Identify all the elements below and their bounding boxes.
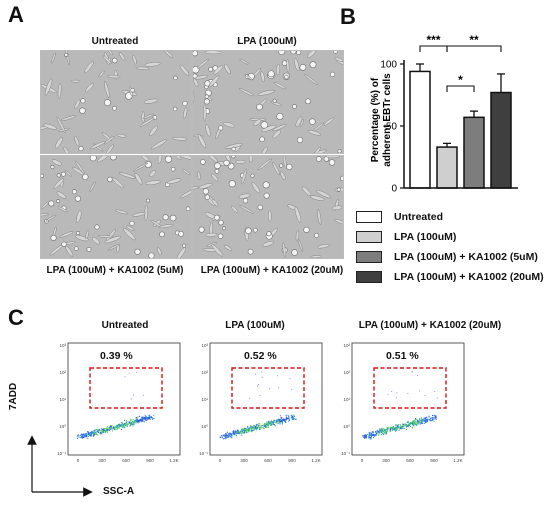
- micro-title-ka1002-5: LPA (100uM) + KA1002 (5uM): [46, 265, 184, 276]
- legend-label-ka1002-20: LPA (100uM) + KA1002 (20uM): [394, 271, 544, 283]
- y-axis-label-line1: Percentage (%) of: [370, 77, 381, 162]
- x-arrow-label: SSC-A: [103, 486, 135, 497]
- y-tick-label: 10⁰: [59, 424, 66, 429]
- x-tick-label: 300: [240, 458, 248, 463]
- micro-title-untreated: Untreated: [91, 36, 139, 47]
- legend-swatch-ka1002-5: [356, 251, 382, 263]
- sig-bracket-1: [446, 45, 502, 52]
- x-tick-label: 600: [122, 458, 130, 463]
- flow-plot-lpa: 10³ 10² 10¹ 10⁰ 10⁻¹ 0 300 600 900 1.2K: [199, 342, 323, 463]
- legend-item-ka1002-5: LPA (100uM) + KA1002 (5uM): [356, 250, 538, 264]
- y-tick-label: 10¹: [59, 397, 66, 402]
- panel-a-letter: A: [8, 2, 24, 27]
- y-arrow-label: 7ADD: [8, 382, 19, 410]
- flow-title-untreated: Untreated: [101, 320, 149, 331]
- micro-image-ka1002-5: [40, 155, 192, 259]
- y-tick-label: 10⁰: [343, 424, 350, 429]
- flow-percent-lpa: 0.52 %: [244, 350, 277, 362]
- x-tick-label: 900: [288, 458, 296, 463]
- gate-box: [373, 367, 447, 409]
- y-tick-label: 10¹: [343, 397, 350, 402]
- y-tick-label: 10⁰: [201, 424, 208, 429]
- gate-box: [89, 367, 163, 409]
- flow-percent-ka1002-20: 0.51 %: [386, 350, 419, 362]
- x-tick-label: 1.2K: [311, 458, 320, 463]
- y-tick-label-0: 0: [391, 184, 397, 195]
- micro-title-lpa: LPA (100uM): [237, 36, 297, 47]
- legend-item-untreated: Untreated: [356, 210, 443, 224]
- x-tick-label: 300: [382, 458, 390, 463]
- legend-swatch-untreated: [356, 211, 382, 223]
- legend-swatch-ka1002-20: [356, 271, 382, 283]
- micro-image-untreated: [40, 50, 192, 154]
- sig-bracket-2: [446, 85, 475, 92]
- bar-chart: Percentage (%) of adherent EBTr cells 0 5…: [370, 33, 518, 195]
- y-tick-label: 10⁻¹: [57, 451, 66, 456]
- legend-label-ka1002-5: LPA (100uM) + KA1002 (5uM): [394, 251, 538, 263]
- bar-1: [436, 146, 458, 189]
- y-tick-label: 10³: [343, 343, 350, 348]
- bar-2: [463, 116, 485, 189]
- bar-3: [490, 91, 512, 189]
- legend-label-lpa: LPA (100uM): [394, 231, 457, 243]
- x-tick-label: 600: [264, 458, 272, 463]
- y-tick-label: 10³: [201, 343, 208, 348]
- legend-item-ka1002-20: LPA (100uM) + KA1002 (20uM): [356, 270, 544, 284]
- flow-plot-ka1002-20: 10³ 10² 10¹ 10⁰ 10⁻¹ 0 300 600 900 1.2K: [341, 342, 465, 463]
- panel-c-letter: C: [8, 305, 24, 330]
- y-tick-label: 10²: [201, 370, 208, 375]
- legend-item-lpa: LPA (100uM): [356, 230, 456, 244]
- x-tick-label: 0: [219, 458, 222, 463]
- legend: Untreated LPA (100uM) LPA (100uM) + KA10…: [356, 210, 546, 290]
- x-tick-label: 1.2K: [453, 458, 462, 463]
- x-tick-label: 900: [146, 458, 154, 463]
- legend-swatch-lpa: [356, 231, 382, 243]
- y-tick-label-2: 100: [380, 60, 397, 71]
- y-tick-label: 10²: [343, 370, 350, 375]
- y-tick-label-1: 50: [386, 122, 398, 133]
- flow-percent-untreated: 0.39 %: [100, 350, 133, 362]
- y-tick-label: 10¹: [201, 397, 208, 402]
- flow-plot-untreated: 10³ 10² 10¹ 10⁰ 10⁻¹ 0 300 600 900 1.2K: [57, 342, 181, 463]
- micro-title-ka1002-20: LPA (100uM) + KA1002 (20uM): [200, 265, 344, 276]
- flow-title-ka1002-20: LPA (100uM) + KA1002 (20uM): [358, 320, 502, 331]
- x-tick-label: 0: [77, 458, 80, 463]
- y-tick-label: 10⁻¹: [199, 451, 208, 456]
- sig-label-2: *: [458, 73, 463, 87]
- sig-label-0: ***: [426, 33, 440, 47]
- gate-box: [231, 367, 305, 409]
- x-tick-label: 1.2K: [169, 458, 178, 463]
- plot-frame: [351, 342, 465, 456]
- sig-label-1: **: [469, 33, 479, 47]
- axis-arrows: [27, 435, 93, 497]
- bar-0: [409, 70, 431, 189]
- x-tick-label: 0: [361, 458, 364, 463]
- x-tick-label: 300: [98, 458, 106, 463]
- x-tick-label: 600: [406, 458, 414, 463]
- y-axis-label-line2: adherent EBTr cells: [382, 73, 393, 167]
- micro-image-ka1002-20: [192, 155, 344, 259]
- y-tick-label: 10⁻¹: [341, 451, 350, 456]
- micro-image-lpa: [192, 50, 344, 154]
- y-tick-label: 10³: [59, 343, 66, 348]
- flow-title-lpa: LPA (100uM): [225, 320, 285, 331]
- legend-label-untreated: Untreated: [394, 211, 444, 223]
- x-tick-label: 900: [430, 458, 438, 463]
- y-tick-label: 10²: [59, 370, 66, 375]
- panel-b-letter: B: [340, 4, 356, 29]
